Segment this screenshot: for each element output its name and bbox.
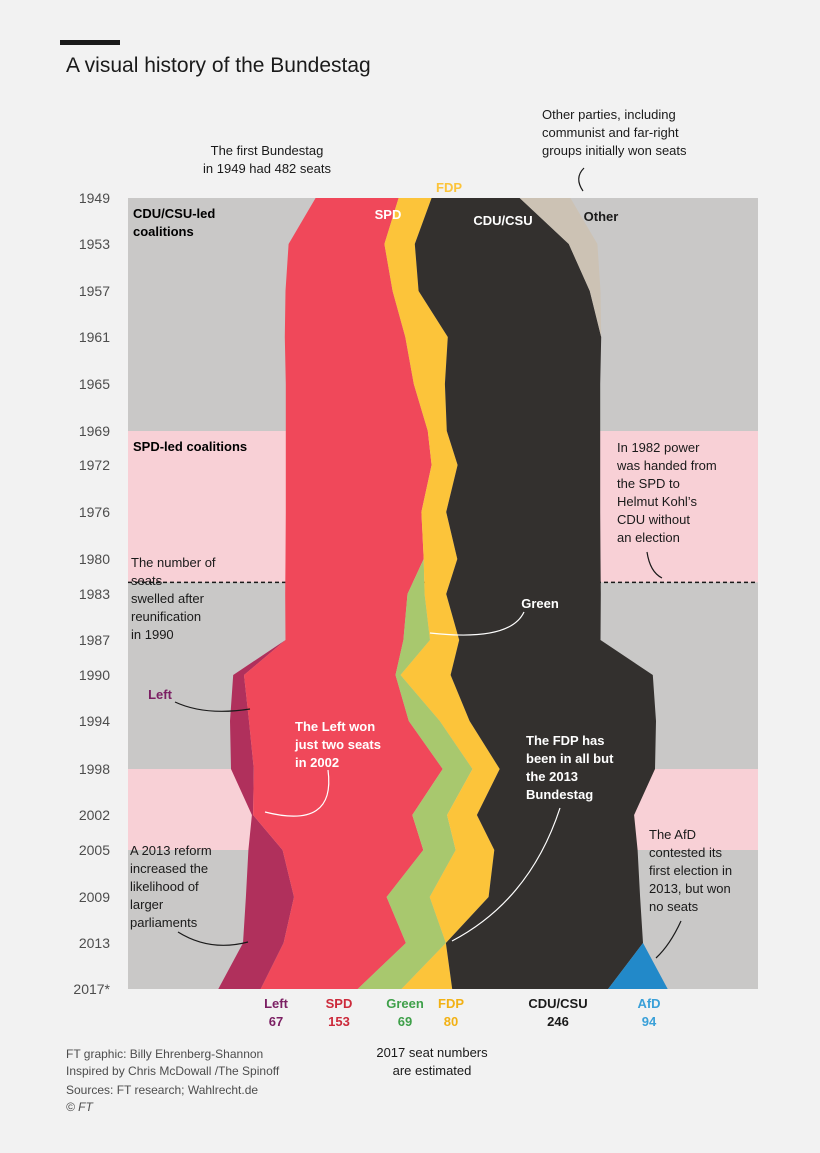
annotation-seats-swelled: The number of seats swelled after reunifica… bbox=[131, 555, 216, 642]
credit-inspired: Inspired by Chris McDowall /The Spinoff bbox=[66, 1064, 280, 1078]
bottom-seats-cdu: 246 bbox=[547, 1014, 569, 1029]
arrow-left bbox=[174, 701, 251, 712]
year-tick-label: 1961 bbox=[79, 329, 110, 345]
year-tick-label: 2013 bbox=[79, 935, 110, 951]
bottom-party-fdp: FDP bbox=[438, 996, 464, 1011]
year-tick-label: 1949 bbox=[79, 190, 110, 206]
annotations: The first Bundestag in 1949 had 482 seats… bbox=[130, 107, 732, 959]
bottom-seats-fdp: 80 bbox=[444, 1014, 458, 1029]
stream-spd bbox=[244, 198, 443, 989]
year-tick-label: 1987 bbox=[79, 632, 110, 648]
arrow-fdp bbox=[451, 807, 561, 942]
annotation-other-parties: Other parties, including communist and fa… bbox=[542, 107, 687, 158]
footer-sources: Sources: FT research; Wahlrecht.de © FT bbox=[66, 1082, 258, 1116]
bottom-seats-spd: 153 bbox=[328, 1014, 350, 1029]
coalition-label-0: CDU/CSU-led coalitions bbox=[133, 206, 215, 239]
arrow-reform bbox=[177, 931, 249, 946]
annotation-fdp-all-but-2013: The FDP has been in all but the 2013 Bundes… bbox=[526, 733, 614, 802]
footer-credits: FT graphic: Billy Ehrenberg-Shannon Insp… bbox=[66, 1046, 279, 1080]
year-tick-label: 1965 bbox=[79, 376, 110, 392]
year-tick-label: 2017* bbox=[73, 981, 110, 997]
year-tick-label: 1998 bbox=[79, 761, 110, 777]
party-streams bbox=[218, 198, 668, 989]
bottom-seats-left: 67 bbox=[269, 1014, 283, 1029]
sources-text: Sources: FT research; Wahlrecht.de bbox=[66, 1083, 259, 1097]
stream-left bbox=[218, 198, 316, 989]
annotation-left-two-seats: The Left won just two seats in 2002 bbox=[294, 719, 381, 770]
stream-labels: SPD FDP CDU/CSU Other Green Left bbox=[148, 180, 618, 702]
bottom-seats-green: 69 bbox=[398, 1014, 412, 1029]
year-axis: 1949 1953 1957 1961 1965 1969 1972 1976 1980 1983… bbox=[73, 190, 110, 997]
year-tick-label: 1953 bbox=[79, 236, 110, 252]
arrow-kohl bbox=[646, 551, 663, 579]
title-rule bbox=[60, 40, 120, 45]
arrow-left-two bbox=[264, 769, 330, 817]
arrow-green bbox=[429, 611, 525, 636]
bottom-seats-afd: 94 bbox=[642, 1014, 657, 1029]
stream-fdp bbox=[384, 198, 500, 989]
stream-label-cdu: CDU/CSU bbox=[473, 213, 532, 228]
stream-label-fdp: FDP bbox=[436, 180, 462, 195]
credit-graphic: FT graphic: Billy Ehrenberg-Shannon bbox=[66, 1047, 264, 1061]
bottom-party-spd: SPD bbox=[326, 996, 353, 1011]
stream-label-green: Green bbox=[521, 596, 559, 611]
annotation-2013-reform: A 2013 reform increased the likelihood of l… bbox=[130, 843, 212, 930]
year-tick-label: 1976 bbox=[79, 504, 110, 520]
arrow-afd bbox=[655, 920, 682, 959]
stream-label-left: Left bbox=[148, 687, 173, 702]
chart-title: A visual history of the Bundestag bbox=[66, 54, 371, 77]
year-tick-label: 1969 bbox=[79, 423, 110, 439]
stream-cdu bbox=[414, 198, 656, 989]
annotation-afd-2013: The AfD contested its first election in 201… bbox=[649, 827, 732, 914]
stream-green bbox=[357, 198, 473, 989]
bottom-party-afd: AfD bbox=[637, 996, 660, 1011]
annotation-kohl-1982: In 1982 power was handed from the SPD to He… bbox=[616, 440, 717, 545]
year-tick-label: 2009 bbox=[79, 889, 110, 905]
year-tick-label: 1983 bbox=[79, 586, 110, 602]
stream-label-spd: SPD bbox=[375, 207, 402, 222]
copyright-text: © FT bbox=[66, 1100, 93, 1114]
stream-label-other: Other bbox=[584, 209, 619, 224]
year-tick-label: 1972 bbox=[79, 457, 110, 473]
bottom-labels: Left 67 SPD 153 Green 69 FDP 80 CDU/CSU 246 AfD 94 bbox=[264, 996, 660, 1029]
year-tick-label: 1957 bbox=[79, 283, 110, 299]
year-tick-label: 1990 bbox=[79, 667, 110, 683]
year-tick-label: 1994 bbox=[79, 713, 110, 729]
bottom-party-left: Left bbox=[264, 996, 289, 1011]
bottom-party-green: Green bbox=[386, 996, 424, 1011]
estimate-note: 2017 seat numbers are estimated bbox=[376, 1045, 488, 1078]
year-tick-label: 2005 bbox=[79, 842, 110, 858]
annotation-first-bundestag: The first Bundestag in 1949 had 482 seats bbox=[203, 143, 331, 176]
year-tick-label: 1980 bbox=[79, 551, 110, 567]
arrow-other bbox=[578, 167, 585, 192]
year-tick-label: 2002 bbox=[79, 807, 110, 823]
coalition-label-1: SPD-led coalitions bbox=[133, 439, 247, 454]
bottom-party-cdu: CDU/CSU bbox=[528, 996, 587, 1011]
